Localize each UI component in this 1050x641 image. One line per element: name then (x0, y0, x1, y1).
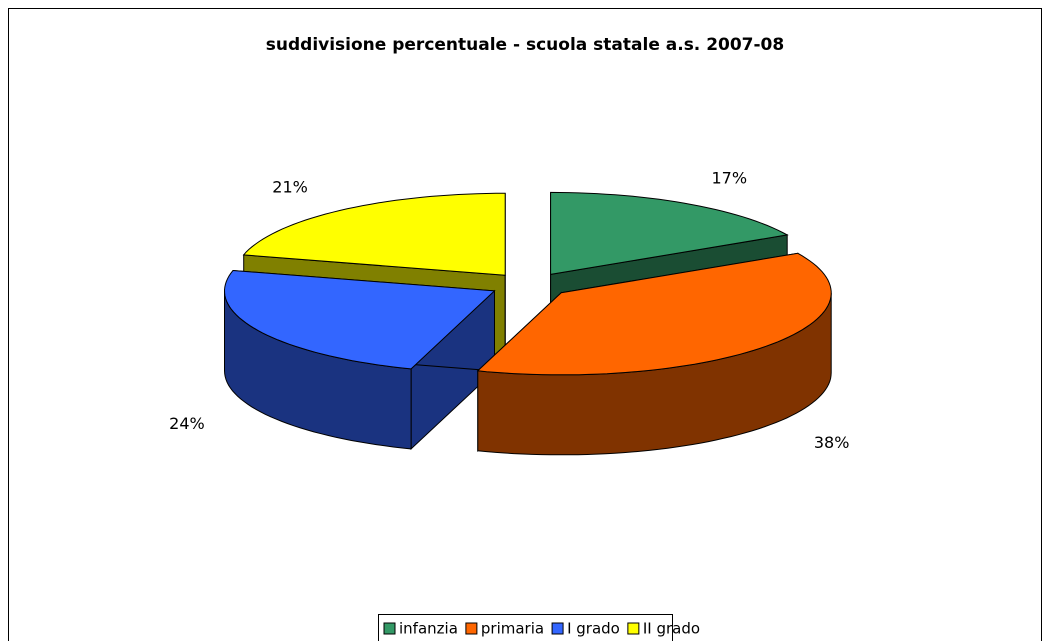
legend-box (378, 614, 673, 641)
pie: 17% 38% 24% 21% (169, 169, 850, 456)
data-label: 21% (272, 177, 308, 196)
legend-label: II grado (643, 620, 700, 638)
data-label: 38% (814, 433, 850, 452)
legend-swatch (627, 622, 640, 635)
legend: infanzia primaria I grado II grado (383, 620, 700, 638)
legend-label: I grado (567, 620, 620, 638)
slice (242, 192, 506, 276)
legend-swatch (465, 622, 478, 635)
slice (223, 269, 496, 370)
slice (550, 191, 789, 275)
legend-label: infanzia (399, 620, 458, 638)
legend-swatch (551, 622, 564, 635)
legend-swatch (383, 622, 396, 635)
chart-title: suddivisione percentuale - scuola statal… (266, 35, 784, 55)
legend-label: primaria (481, 620, 544, 638)
chart-border (8, 8, 1042, 641)
slice (476, 252, 832, 376)
data-label: 24% (169, 414, 205, 433)
data-label: 17% (712, 169, 748, 188)
